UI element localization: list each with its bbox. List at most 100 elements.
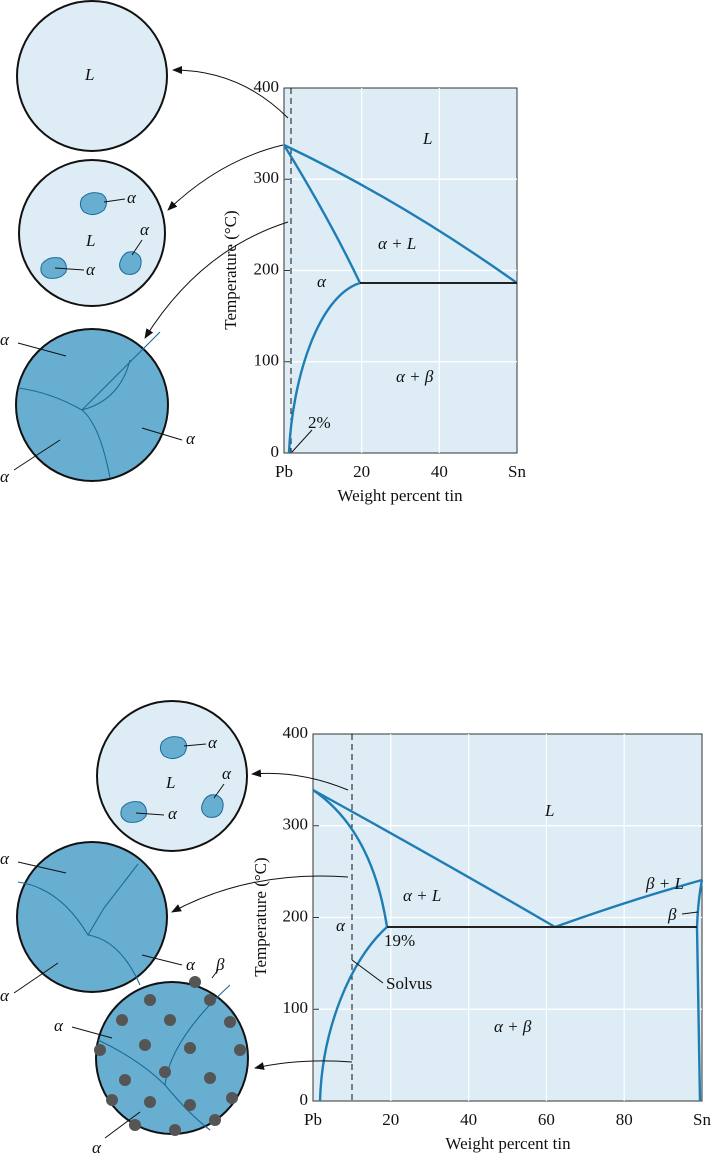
phase-label: α <box>0 330 10 349</box>
precipitate <box>164 1014 176 1026</box>
phase-diagram-bottom: L α + L β + L β α α + β 19% Solvus Tempe… <box>0 700 704 1157</box>
x-tick-label: 20 <box>382 1110 399 1129</box>
y-tick-label: 200 <box>254 259 280 278</box>
x-axis-label: Weight percent tin <box>337 486 463 505</box>
x-tick-label: 80 <box>616 1110 633 1129</box>
grain <box>119 251 142 275</box>
y-tick-label: 100 <box>254 351 280 370</box>
phase-label: α <box>140 220 150 239</box>
y-axis-label: Temperature (°C) <box>251 857 270 976</box>
phase-label: L <box>84 65 94 84</box>
precipitate <box>159 1066 171 1078</box>
precipitate <box>204 994 216 1006</box>
arrow <box>167 144 284 211</box>
x-axis-label: Weight percent tin <box>445 1134 571 1153</box>
precipitate <box>184 1042 196 1054</box>
solidus <box>282 144 362 284</box>
beta-boundary <box>695 879 704 1102</box>
arrow <box>251 769 349 791</box>
grain <box>79 192 108 216</box>
grain <box>40 257 67 279</box>
precipitate <box>184 1099 196 1111</box>
phase-label: α <box>0 986 10 1005</box>
region-label: α + L <box>378 234 416 253</box>
solvus <box>318 926 388 1102</box>
solidus <box>312 789 389 928</box>
phase-diagram-top: L α + L α α + β 2% Temperature (°C) Weig… <box>0 0 518 505</box>
phase-label: α <box>127 188 137 207</box>
precipitate <box>94 1044 106 1056</box>
phase-label: α <box>92 1138 102 1157</box>
phase-label: α <box>0 467 10 486</box>
grain-boundary <box>17 863 141 986</box>
precipitate <box>106 1094 118 1106</box>
y-tick-label: 300 <box>254 168 280 187</box>
grain <box>159 736 188 760</box>
y-tick-label: 400 <box>283 723 309 742</box>
phase-label: α <box>0 849 10 868</box>
precipitate <box>144 994 156 1006</box>
solvus-label: Solvus <box>386 974 432 993</box>
phase-label: α <box>54 1016 64 1035</box>
precipitate <box>144 1096 156 1108</box>
y-tick-label: 300 <box>283 815 309 834</box>
liquidus <box>312 788 556 929</box>
y-tick-label: 0 <box>271 442 280 461</box>
precipitate <box>224 1016 236 1028</box>
y-tick-label: 100 <box>283 998 309 1017</box>
liquidus <box>283 143 518 284</box>
precipitate <box>116 1014 128 1026</box>
region-label: α + β <box>494 1017 532 1036</box>
microstructure <box>15 328 169 482</box>
solvus <box>287 281 361 454</box>
region-label: L <box>544 801 554 820</box>
phase-label: α <box>86 260 96 279</box>
phase-label: α <box>186 429 196 448</box>
arrow <box>172 66 289 119</box>
y-tick-label: 400 <box>254 77 280 96</box>
phase-label: α <box>186 955 196 974</box>
x-tick-label: Pb <box>304 1110 322 1129</box>
x-tick-label: 40 <box>460 1110 477 1129</box>
precipitate <box>204 1072 216 1084</box>
region-label: β + L <box>645 874 684 893</box>
region-label: α <box>317 272 327 291</box>
y-axis-label: Temperature (°C) <box>221 210 240 329</box>
x-tick-label: Pb <box>275 462 293 481</box>
precipitate <box>189 976 201 988</box>
microstructure <box>16 0 168 152</box>
arrow <box>144 221 289 339</box>
grain <box>201 794 224 818</box>
y-tick-label: 0 <box>300 1090 309 1109</box>
leader <box>291 429 313 453</box>
microstructure <box>16 841 168 993</box>
region-label: α <box>336 916 346 935</box>
x-tick-label: 60 <box>538 1110 555 1129</box>
phase-label: α <box>208 733 218 752</box>
arrow <box>171 875 349 913</box>
region-label: L <box>422 129 432 148</box>
phase-label: L <box>165 773 175 792</box>
y-tick-label: 200 <box>283 906 309 925</box>
x-tick-label: Sn <box>693 1110 711 1129</box>
x-tick-label: 40 <box>431 462 448 481</box>
grain-boundary <box>17 331 161 479</box>
phase-label: α <box>168 804 178 823</box>
arrow <box>254 1060 353 1070</box>
precipitate <box>234 1044 246 1056</box>
x-tick-label: Sn <box>508 462 526 481</box>
precipitate <box>129 1119 141 1131</box>
phase-label: β <box>215 955 225 974</box>
phase-label: L <box>85 231 95 250</box>
precipitate <box>169 1124 181 1136</box>
precipitate <box>226 1092 238 1104</box>
precipitate <box>139 1039 151 1051</box>
phase-label: α <box>222 764 232 783</box>
region-label: α + L <box>403 886 441 905</box>
grain <box>120 801 147 823</box>
precipitate <box>119 1074 131 1086</box>
composition-label: 19% <box>384 931 415 950</box>
region-label: β <box>667 905 677 924</box>
region-label: α + β <box>396 367 434 386</box>
